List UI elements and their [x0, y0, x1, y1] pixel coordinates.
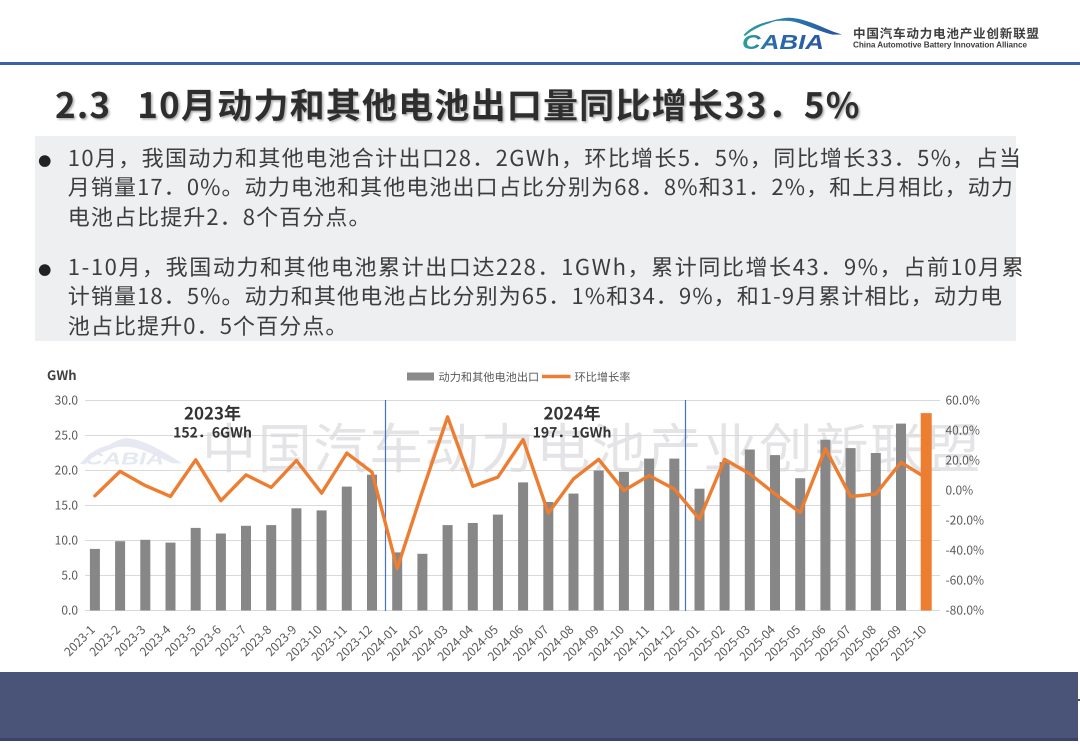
svg-text:-60.0%: -60.0% [946, 572, 985, 589]
svg-text:20.0%: 20.0% [946, 452, 980, 469]
svg-text:CABIA: CABIA [742, 31, 824, 54]
svg-text:10.0: 10.0 [55, 532, 79, 549]
svg-text:152．6GWh: 152．6GWh [173, 423, 252, 443]
svg-text:-80.0%: -80.0% [946, 602, 985, 619]
svg-text:CABIA: CABIA [85, 449, 164, 469]
svg-text:0.0: 0.0 [61, 602, 78, 619]
svg-text:-20.0%: -20.0% [946, 512, 985, 529]
svg-text:5.0: 5.0 [61, 567, 78, 584]
svg-text:15.0: 15.0 [55, 497, 79, 514]
svg-text:2024年: 2024年 [543, 400, 600, 425]
svg-text:China Automotive Battery Innov: China Automotive Battery Innovation Alli… [853, 40, 1027, 49]
svg-text:中国汽车动力电池产业创新联盟: 中国汽车动力电池产业创新联盟 [853, 23, 1039, 42]
svg-text:60.0%: 60.0% [946, 392, 980, 409]
svg-text:GWh: GWh [47, 365, 77, 384]
svg-text:2023年: 2023年 [184, 400, 241, 425]
svg-text:20.0: 20.0 [55, 462, 79, 479]
svg-text:197．1GWh: 197．1GWh [533, 423, 612, 443]
svg-text:0.0%: 0.0% [946, 482, 974, 499]
svg-text:环比增长率: 环比增长率 [575, 369, 631, 385]
svg-text:40.0%: 40.0% [946, 422, 980, 439]
svg-text:动力和其他电池出口: 动力和其他电池出口 [439, 369, 540, 385]
svg-text:25.0: 25.0 [55, 427, 79, 444]
svg-text:30.0: 30.0 [55, 392, 79, 409]
svg-text:-40.0%: -40.0% [946, 542, 985, 559]
